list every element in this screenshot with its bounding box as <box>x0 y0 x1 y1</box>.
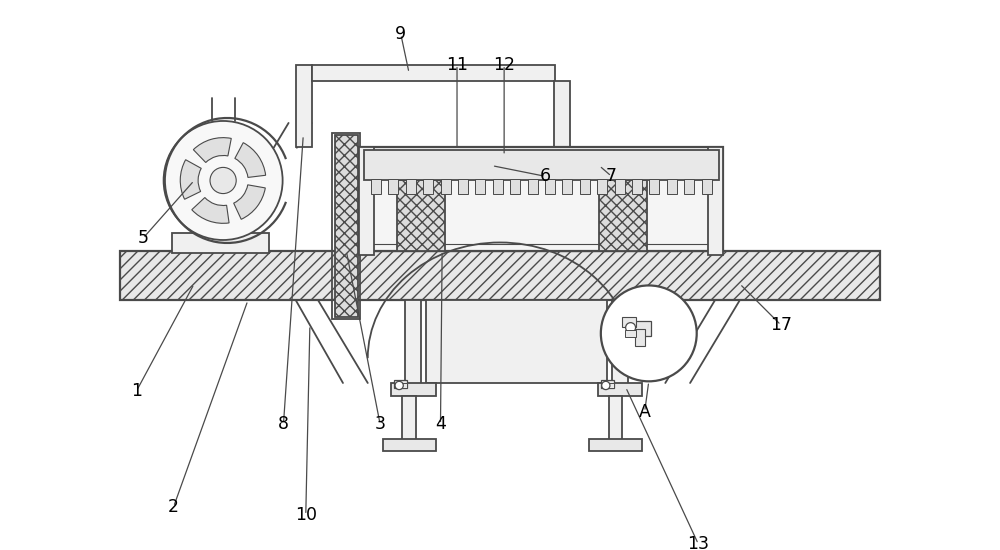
Bar <box>635 329 645 346</box>
Wedge shape <box>235 142 266 178</box>
Text: 6: 6 <box>540 167 551 185</box>
Bar <box>458 179 468 194</box>
Bar <box>394 379 407 388</box>
Bar <box>364 150 719 180</box>
Text: A: A <box>639 403 651 421</box>
Bar <box>406 179 416 194</box>
Bar <box>391 383 436 396</box>
Circle shape <box>164 121 283 240</box>
Text: 13: 13 <box>687 535 709 550</box>
Bar <box>402 396 416 442</box>
Circle shape <box>626 323 636 333</box>
Bar <box>312 65 555 81</box>
Circle shape <box>210 167 236 194</box>
Bar <box>397 180 445 251</box>
Circle shape <box>395 381 403 389</box>
Bar <box>405 300 421 387</box>
Text: 9: 9 <box>395 25 406 43</box>
Bar <box>493 179 503 194</box>
Text: 8: 8 <box>278 415 289 433</box>
Bar <box>335 135 358 317</box>
Text: 5: 5 <box>137 229 148 248</box>
Bar <box>702 179 712 194</box>
Bar <box>401 383 407 388</box>
Bar <box>601 379 614 388</box>
Bar <box>441 179 451 194</box>
Bar <box>359 147 723 251</box>
Bar <box>528 179 538 194</box>
Wedge shape <box>193 138 231 162</box>
Bar <box>296 65 312 147</box>
Text: 7: 7 <box>606 167 617 185</box>
Bar <box>599 180 647 251</box>
Bar <box>625 330 636 337</box>
Text: 3: 3 <box>375 415 386 433</box>
Wedge shape <box>180 160 201 199</box>
Bar <box>366 154 717 244</box>
Bar <box>649 179 659 194</box>
Bar <box>708 147 723 255</box>
Bar <box>589 439 642 451</box>
Wedge shape <box>192 197 229 223</box>
Bar <box>510 179 520 194</box>
Text: 1: 1 <box>131 382 142 400</box>
Bar <box>562 179 572 194</box>
Bar <box>426 300 607 383</box>
Bar <box>612 300 628 387</box>
Text: 12: 12 <box>493 56 515 74</box>
Bar <box>580 179 590 194</box>
Bar <box>332 133 360 320</box>
Bar <box>684 179 694 194</box>
Bar <box>388 179 398 194</box>
Bar <box>598 383 642 396</box>
Bar <box>615 179 625 194</box>
Bar <box>554 81 570 147</box>
Bar <box>609 396 622 442</box>
Bar <box>371 179 381 194</box>
Bar <box>667 179 677 194</box>
Bar <box>622 317 636 327</box>
Circle shape <box>601 285 697 381</box>
Bar <box>628 321 651 336</box>
Text: 4: 4 <box>435 415 446 433</box>
Text: 11: 11 <box>446 56 468 74</box>
Bar <box>475 179 485 194</box>
Bar <box>545 179 555 194</box>
Bar <box>597 179 607 194</box>
Text: 17: 17 <box>770 316 792 334</box>
Text: 10: 10 <box>295 506 317 524</box>
Bar <box>172 233 269 253</box>
Text: 2: 2 <box>168 498 179 516</box>
Wedge shape <box>234 185 265 219</box>
Bar <box>359 147 374 255</box>
Bar <box>423 179 433 194</box>
Bar <box>383 439 436 451</box>
Circle shape <box>602 381 610 389</box>
Bar <box>632 179 642 194</box>
Bar <box>120 251 880 300</box>
Bar <box>607 383 614 388</box>
